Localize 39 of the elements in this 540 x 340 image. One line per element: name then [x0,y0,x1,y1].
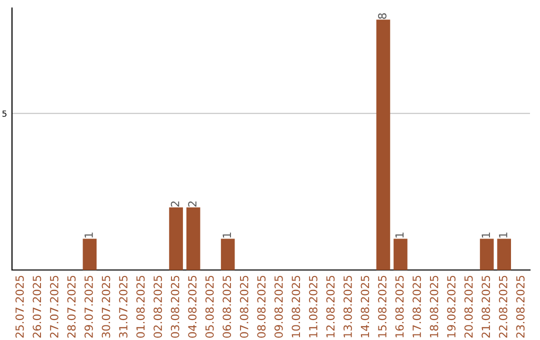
x-tick-label: 03.08.2025 [170,276,180,338]
x-tick-label: 12.08.2025 [326,276,335,338]
x-tick-label: 20.08.2025 [464,276,473,338]
x-tick-label: 15.08.2025 [378,276,386,338]
x-tick-label: 13.08.2025 [344,276,352,338]
x-tick-label: 27.07.2025 [50,276,58,338]
x-tick-label: 01.08.2025 [136,276,145,338]
x-tick-label: 16.08.2025 [395,276,404,338]
x-tick-label: 30.07.2025 [102,276,110,338]
x-tick-label: 28.07.2025 [67,276,76,338]
x-tick-label: 07.08.2025 [240,276,248,338]
x-tick-label: 14.08.2025 [360,276,370,338]
data-label: 2 [188,201,196,207]
data-label: 1 [395,232,404,238]
x-tick-label: 08.08.2025 [257,276,266,338]
x-tick-label: 05.08.2025 [205,276,214,338]
x-tick-label: 21.08.2025 [482,276,490,338]
x-tick-label: 11.08.2025 [308,276,318,338]
data-label: 1 [84,232,93,238]
data-label: 1 [499,232,508,238]
x-tick-label: 19.08.2025 [447,276,456,338]
x-tick-label: 29.07.2025 [84,276,93,338]
data-label: 1 [482,232,490,238]
x-tick-label: 10.08.2025 [292,276,300,338]
x-tick-label: 25.07.2025 [15,276,24,338]
x-tick-label: 22.08.2025 [498,276,508,338]
x-tick-label: 06.08.2025 [222,276,232,338]
x-tick-label: 02.08.2025 [154,276,162,338]
data-label: 8 [378,13,386,19]
x-tick-label: 18.08.2025 [430,276,438,338]
x-tick-label: 23.08.2025 [516,276,525,338]
y-tick-label: 5 [2,110,6,117]
data-label: 1 [222,232,231,238]
x-tick-label: 09.08.2025 [274,276,283,338]
data-label: 2 [170,201,180,207]
x-tick-label: 17.08.2025 [412,276,421,338]
x-tick-label: 26.07.2025 [32,276,42,338]
x-tick-label: 31.07.2025 [119,276,128,338]
x-tick-label: 04.08.2025 [188,276,197,338]
